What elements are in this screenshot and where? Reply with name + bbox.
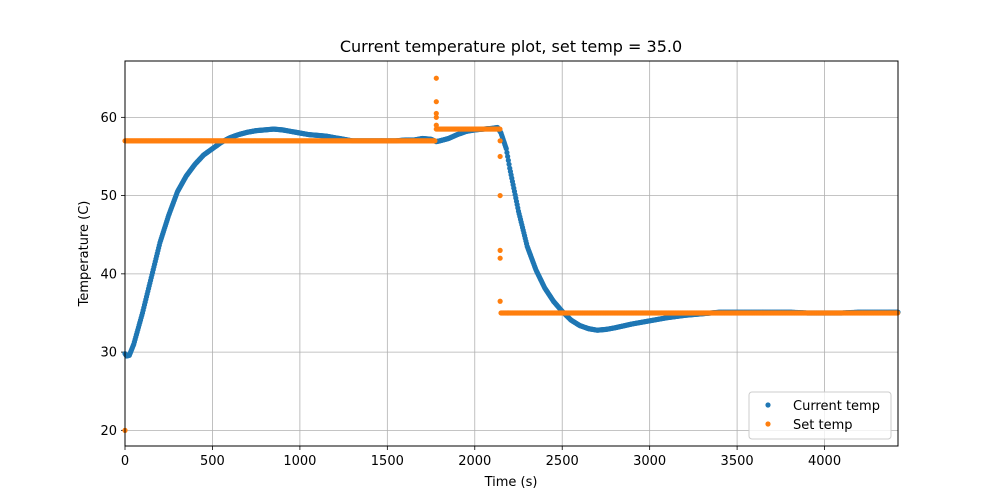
- chart-title: Current temperature plot, set temp = 35.…: [340, 37, 682, 56]
- current-temp-point: [505, 153, 511, 160]
- current-temp-point: [506, 161, 512, 167]
- y-tick-label: 60: [100, 111, 117, 126]
- set-temp-point: [433, 75, 439, 81]
- set-temp-point: [497, 126, 503, 132]
- set-temp-point: [433, 122, 439, 128]
- current-temp-point: [505, 157, 511, 163]
- x-tick-label: 2000: [458, 454, 491, 469]
- y-tick-label: 20: [100, 424, 117, 439]
- x-tick-label: 1000: [283, 454, 316, 469]
- x-tick-label: 2500: [546, 454, 579, 469]
- set-temp-point: [433, 99, 439, 105]
- x-tick-label: 4000: [808, 454, 841, 469]
- set-temp-point: [433, 114, 439, 120]
- x-axis-label: Time (s): [484, 475, 538, 490]
- x-tick-label: 3000: [633, 454, 666, 469]
- current-temp-point: [504, 149, 510, 156]
- y-tick-label: 40: [100, 267, 117, 282]
- set-temp-point: [433, 110, 439, 117]
- legend-marker-current-temp: [765, 402, 771, 408]
- set-temp-point: [497, 192, 503, 199]
- x-tick-label: 500: [200, 454, 225, 469]
- set-temp-point: [497, 298, 503, 304]
- plot-area-frame: [124, 60, 899, 447]
- set-temp-point: [497, 255, 503, 261]
- set-temp-point: [432, 138, 438, 144]
- x-tick-label: 1500: [371, 454, 404, 469]
- y-axis-label: Temperature (C): [77, 201, 92, 308]
- x-tick-label: 3500: [721, 454, 754, 469]
- legend-box: [748, 391, 892, 440]
- x-tick-label: 0: [121, 454, 129, 469]
- legend: Current temp Set temp: [748, 391, 892, 440]
- data-points: [122, 75, 901, 433]
- legend-label-set-temp: Set temp: [793, 418, 853, 433]
- y-tick-label: 50: [100, 189, 117, 204]
- y-tick-label: 30: [100, 346, 117, 361]
- set-temp-point: [497, 247, 503, 253]
- ticks: 0 500 1000 1500 2000 2500 3000 3500 4000 20 30 40 50…: [100, 111, 841, 469]
- set-temp-point: [497, 138, 503, 144]
- legend-marker-set-temp: [765, 421, 771, 427]
- current-temp-point: [503, 146, 509, 152]
- set-temp-point: [497, 153, 503, 160]
- legend-label-current-temp: Current temp: [793, 399, 880, 414]
